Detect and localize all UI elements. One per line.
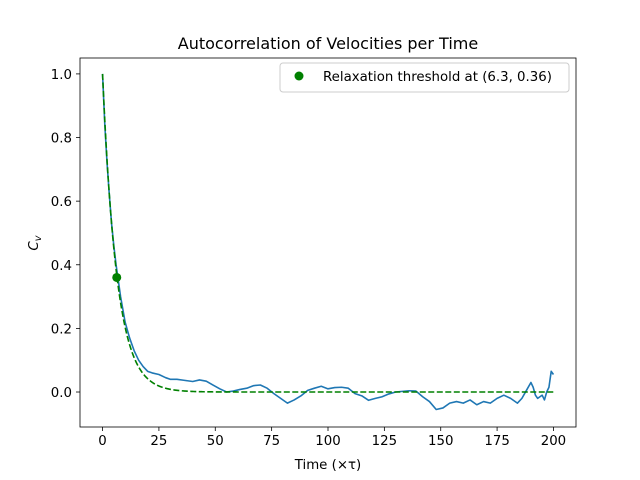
x-tick-label: 200 [541,434,566,449]
y-axis-label-sub: v [33,234,44,241]
legend: Relaxation threshold at (6.3, 0.36) [279,62,570,93]
chart-title: Autocorrelation of Velocities per Time [178,34,478,53]
y-tick-label: 0.2 [51,322,72,337]
y-tick-label: 0.6 [51,195,72,210]
relaxation-threshold-point [112,272,122,282]
series-exponential-fit-line [101,73,554,393]
x-tick-label: 125 [372,434,397,449]
series-autocorrelation-line [101,73,555,411]
x-tick-label: 25 [150,434,167,449]
y-axis-ticks: 0.0 0.2 0.4 0.6 0.8 1.0 [51,68,80,401]
y-axis-label: Cv [27,234,44,250]
x-tick-label: 0 [98,434,106,449]
legend-marker-relaxation [294,71,304,81]
legend-label-relaxation: Relaxation threshold at (6.3, 0.36) [323,70,552,85]
y-tick-label: 0.8 [51,132,72,147]
x-axis-ticks: 0 25 50 75 100 125 150 175 200 [98,427,566,449]
legend-box [279,62,570,93]
x-tick-label: 175 [484,434,509,449]
svg-text:Cv: Cv [27,234,44,250]
y-tick-label: 1.0 [51,68,72,83]
y-tick-label: 0.4 [51,259,72,274]
y-axis-label-main: C [27,241,42,251]
x-axis-label: Time (×τ) [294,458,361,473]
x-tick-label: 50 [207,434,224,449]
y-tick-label: 0.0 [51,386,72,401]
x-tick-label: 75 [263,434,280,449]
plot-data-layer [101,73,555,411]
x-tick-label: 150 [428,434,453,449]
x-tick-label: 100 [315,434,340,449]
